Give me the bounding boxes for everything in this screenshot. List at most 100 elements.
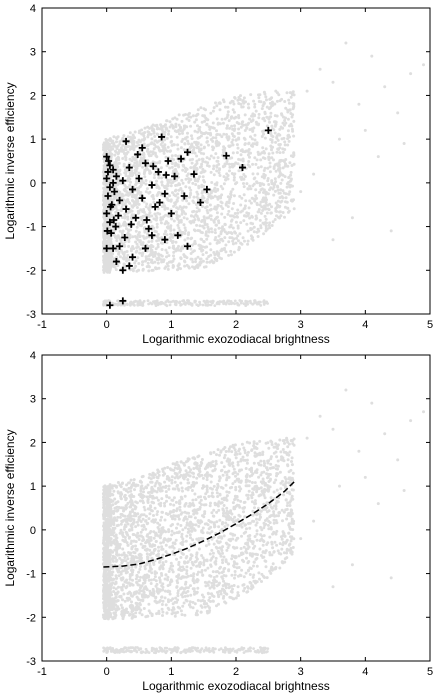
background-point <box>238 232 242 236</box>
background-point <box>125 256 129 260</box>
background-point <box>218 475 222 479</box>
background-point <box>130 172 134 176</box>
background-point <box>215 302 219 306</box>
background-point <box>217 479 221 483</box>
background-point <box>292 134 296 138</box>
background-point <box>195 223 199 227</box>
background-point <box>128 157 132 161</box>
background-point <box>204 199 207 203</box>
background-point <box>157 549 161 553</box>
background-point <box>250 137 254 141</box>
background-point <box>204 303 208 307</box>
background-point <box>139 183 143 187</box>
background-point <box>165 225 169 229</box>
background-point <box>128 183 132 187</box>
background-point <box>273 218 277 221</box>
background-point <box>184 113 187 116</box>
background-point <box>173 480 177 484</box>
background-point <box>164 265 168 269</box>
background-point <box>160 205 164 209</box>
background-point <box>273 177 277 181</box>
background-point <box>180 303 184 306</box>
background-point <box>242 182 245 185</box>
background-point <box>147 491 150 495</box>
background-point <box>205 485 209 489</box>
background-point <box>255 122 259 126</box>
background-point <box>215 181 219 185</box>
background-point <box>258 184 262 188</box>
background-point <box>170 217 174 221</box>
background-point <box>136 222 140 226</box>
background-point <box>191 181 195 185</box>
background-point <box>227 200 231 204</box>
background-point <box>152 147 156 151</box>
background-point <box>177 165 181 169</box>
background-point <box>173 189 177 193</box>
background-point <box>194 114 198 118</box>
background-point <box>150 253 154 257</box>
background-point <box>219 200 223 204</box>
background-point <box>248 526 252 530</box>
background-point <box>278 191 282 195</box>
background-point <box>240 120 244 124</box>
background-point <box>135 249 139 253</box>
background-point <box>120 233 124 237</box>
background-point <box>226 195 230 199</box>
background-point <box>219 184 223 188</box>
background-point <box>231 143 235 147</box>
background-point <box>258 513 262 516</box>
background-point <box>289 154 293 158</box>
background-point <box>243 500 247 504</box>
background-point <box>147 269 151 273</box>
background-point <box>268 502 272 506</box>
x-tick-label: 5 <box>427 319 433 331</box>
background-point <box>160 547 164 551</box>
background-point <box>176 172 180 176</box>
outlier-point <box>383 85 387 89</box>
background-point <box>271 135 275 139</box>
background-point <box>241 455 245 459</box>
background-point <box>238 514 242 518</box>
outlier-point <box>312 172 316 176</box>
background-point <box>225 172 229 176</box>
background-point <box>230 207 234 211</box>
background-point <box>248 155 251 159</box>
background-point <box>124 586 128 590</box>
background-point <box>247 151 251 155</box>
background-point <box>290 127 294 131</box>
background-point <box>266 207 270 211</box>
background-point <box>160 183 164 187</box>
background-point <box>195 167 199 171</box>
background-point <box>211 126 215 130</box>
background-point <box>215 165 219 169</box>
background-point <box>108 236 112 240</box>
background-point <box>274 450 278 454</box>
background-point <box>122 551 126 555</box>
background-point <box>174 301 178 305</box>
background-point <box>160 248 164 251</box>
background-point <box>266 166 270 170</box>
background-point <box>238 489 242 493</box>
background-point <box>156 211 160 215</box>
background-point <box>127 244 131 248</box>
background-point <box>255 532 259 536</box>
background-point <box>191 265 194 269</box>
background-point <box>130 557 134 560</box>
background-point <box>195 214 199 218</box>
background-point <box>211 139 215 143</box>
background-point <box>271 151 275 155</box>
background-point <box>242 193 246 197</box>
background-point <box>224 601 228 605</box>
background-point <box>218 552 222 556</box>
background-point <box>126 233 129 236</box>
background-point <box>247 160 251 163</box>
background-point <box>103 262 107 266</box>
background-point <box>284 196 288 200</box>
background-point <box>155 267 159 271</box>
background-point <box>200 249 204 253</box>
background-point <box>108 150 112 154</box>
background-point <box>213 468 217 472</box>
background-point <box>192 475 196 479</box>
background-point <box>190 214 193 218</box>
background-point <box>225 476 229 480</box>
